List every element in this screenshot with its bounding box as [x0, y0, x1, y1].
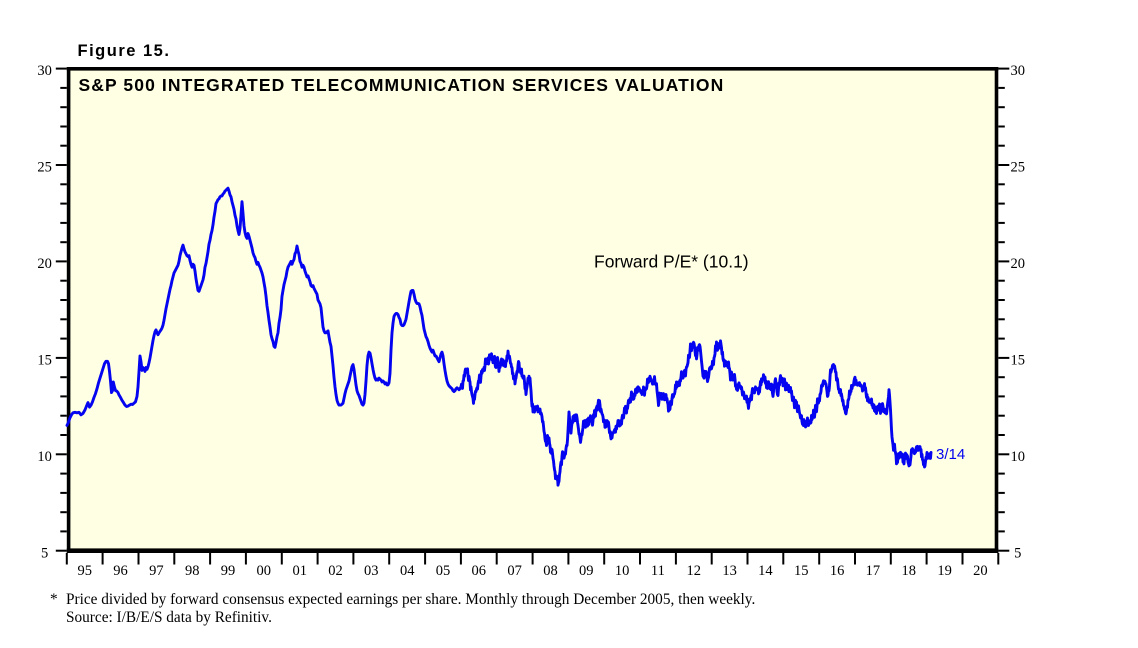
svg-text:20: 20 [1011, 256, 1026, 272]
svg-text:16: 16 [830, 563, 845, 579]
svg-text:10: 10 [37, 449, 52, 465]
svg-text:10: 10 [615, 563, 630, 579]
svg-text:03: 03 [364, 563, 379, 579]
svg-text:99: 99 [221, 563, 236, 579]
svg-text:30: 30 [1011, 63, 1026, 79]
svg-text:14: 14 [758, 563, 773, 579]
svg-text:10: 10 [1011, 449, 1026, 465]
svg-text:30: 30 [37, 63, 52, 79]
svg-text:06: 06 [472, 563, 487, 579]
svg-text:00: 00 [257, 563, 272, 579]
svg-text:S&P 500 INTEGRATED TELECOMMUNI: S&P 500 INTEGRATED TELECOMMUNICATION SER… [79, 75, 725, 95]
svg-text:19: 19 [937, 563, 952, 579]
svg-text:98: 98 [185, 563, 200, 579]
svg-text:96: 96 [113, 563, 128, 579]
svg-text:07: 07 [507, 563, 522, 579]
svg-text:20: 20 [37, 256, 52, 272]
svg-text:12: 12 [687, 563, 702, 579]
svg-text:04: 04 [400, 563, 415, 579]
svg-text:25: 25 [1011, 160, 1026, 176]
svg-text:5: 5 [1014, 545, 1021, 561]
svg-text:09: 09 [579, 563, 594, 579]
svg-text:97: 97 [149, 563, 164, 579]
svg-text:*: * [50, 591, 58, 608]
svg-text:05: 05 [436, 563, 451, 579]
svg-text:25: 25 [37, 160, 52, 176]
svg-text:01: 01 [292, 563, 307, 579]
svg-text:Forward P/E* (10.1): Forward P/E* (10.1) [594, 252, 749, 272]
svg-text:17: 17 [866, 563, 881, 579]
svg-text:Price divided by forward conse: Price divided by forward consensus expec… [66, 591, 755, 608]
svg-text:15: 15 [1011, 353, 1026, 369]
svg-text:3/14: 3/14 [936, 446, 965, 463]
svg-text:5: 5 [41, 545, 48, 561]
svg-text:08: 08 [543, 563, 558, 579]
svg-text:15: 15 [37, 353, 52, 369]
svg-text:02: 02 [328, 563, 343, 579]
svg-text:13: 13 [722, 563, 737, 579]
svg-text:20: 20 [973, 563, 988, 579]
svg-text:18: 18 [901, 563, 916, 579]
svg-text:11: 11 [651, 563, 665, 579]
svg-text:Source: I/B/E/S data by Refini: Source: I/B/E/S data by Refinitiv. [66, 609, 272, 626]
svg-text:Figure 15.: Figure 15. [78, 42, 171, 60]
svg-text:15: 15 [794, 563, 809, 579]
svg-text:95: 95 [77, 563, 92, 579]
